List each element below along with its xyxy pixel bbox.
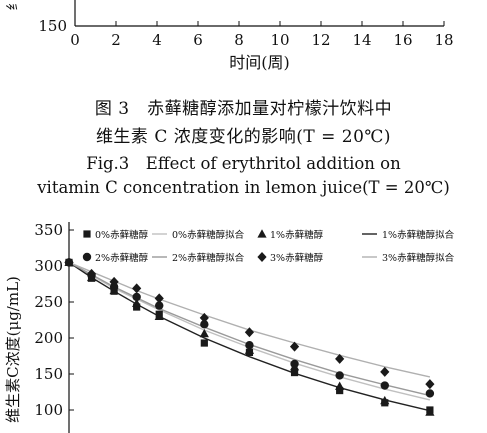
- data-point-circle: [290, 359, 299, 369]
- data-point-diamond: [132, 283, 142, 294]
- data-point-triangle: [244, 345, 255, 354]
- data-point-square: [200, 339, 208, 347]
- data-point-circle: [200, 320, 209, 329]
- legend-label: 0%赤藓糖醇: [95, 229, 149, 241]
- legend-label: 3%赤藓糖醇拟合: [382, 252, 455, 264]
- data-point-triangle: [199, 328, 209, 338]
- data-point-circle: [335, 371, 344, 380]
- top-chart-x-tick-label: 2: [111, 31, 121, 49]
- caption-cn-line2: 维生素 C 浓度变化的影响(T = 20℃): [95, 127, 392, 147]
- fit-line-3: [68, 261, 431, 412]
- top-chart-x-tick-label: 8: [234, 31, 244, 49]
- chart-y-tick-label: 250: [34, 293, 63, 311]
- legend-label: 3%赤藓糖醇: [270, 252, 324, 264]
- data-point-circle: [245, 341, 254, 350]
- top-chart-x-tick-label: 18: [434, 31, 453, 49]
- legend-label: 2%赤藓糖醇: [95, 252, 149, 264]
- top-chart-x-tick-label: 4: [152, 31, 162, 49]
- data-point-triangle: [154, 311, 164, 320]
- data-point-diamond: [86, 268, 97, 279]
- legend-marker-diamond: [257, 252, 267, 262]
- chart-y-axis-title: 维生素C浓度(μg/mL): [4, 276, 22, 423]
- chart-y-tick-label: 150: [34, 365, 63, 383]
- chart-y-tick-label: 100: [34, 401, 63, 419]
- top-chart-x-tick-label: 6: [193, 31, 203, 49]
- fit-line-7: [68, 261, 431, 378]
- chart-y-tick-label: 350: [34, 221, 63, 239]
- caption-en-line2: vitamin C concentration in lemon juice(T…: [37, 178, 450, 197]
- data-point-diamond: [380, 366, 390, 377]
- data-point-circle: [380, 381, 389, 390]
- data-point-square: [290, 368, 299, 377]
- legend-label: 2%赤藓糖醇拟合: [172, 252, 245, 264]
- data-point-square: [336, 386, 344, 395]
- top-chart-x-tick-label: 12: [311, 31, 330, 49]
- data-point-diamond: [109, 276, 119, 287]
- legend-label: 1%赤藓糖醇: [270, 229, 324, 241]
- legend-label: 1%赤藓糖醇拟合: [382, 229, 455, 241]
- data-point-triangle: [425, 407, 435, 416]
- data-point-diamond: [289, 341, 300, 352]
- top-chart-x-tick-label: 16: [393, 31, 412, 49]
- chart-y-tick-label: 300: [34, 257, 63, 275]
- data-point-diamond: [154, 293, 164, 304]
- top-chart-x-tick-label: 14: [352, 31, 371, 49]
- data-point-circle: [425, 389, 435, 398]
- legend-marker-square: [83, 230, 91, 238]
- data-point-diamond: [64, 257, 74, 268]
- data-point-diamond: [199, 312, 209, 323]
- top-chart-x-axis-title: 时间(周): [229, 53, 290, 72]
- top-chart-x-tick-label: 0: [70, 31, 80, 49]
- data-point-circle: [109, 282, 119, 292]
- data-point-circle: [132, 292, 141, 302]
- legend-label: 0%赤藓糖醇拟合: [172, 229, 245, 241]
- caption-en-line1: Fig.3 Effect of erythritol addition on: [86, 154, 401, 173]
- data-point-diamond: [425, 379, 435, 390]
- data-point-triangle: [132, 298, 142, 308]
- top-chart-y-axis-title-fragment: 纟: [6, 0, 21, 11]
- top-chart-x-tick-label: 10: [270, 31, 289, 49]
- data-point-triangle: [380, 395, 390, 405]
- data-point-diamond: [244, 327, 255, 338]
- top-chart-y-tick-label: 150: [38, 17, 67, 35]
- data-point-triangle: [335, 381, 345, 390]
- caption-cn-line1: 图 3 赤藓糖醇添加量对柠檬汁饮料中: [94, 99, 393, 119]
- chart-y-tick-label: 200: [34, 329, 63, 347]
- legend-marker-circle: [82, 252, 92, 262]
- data-point-diamond: [335, 353, 345, 364]
- legend-marker-triangle: [257, 229, 267, 238]
- data-point-circle: [155, 301, 164, 310]
